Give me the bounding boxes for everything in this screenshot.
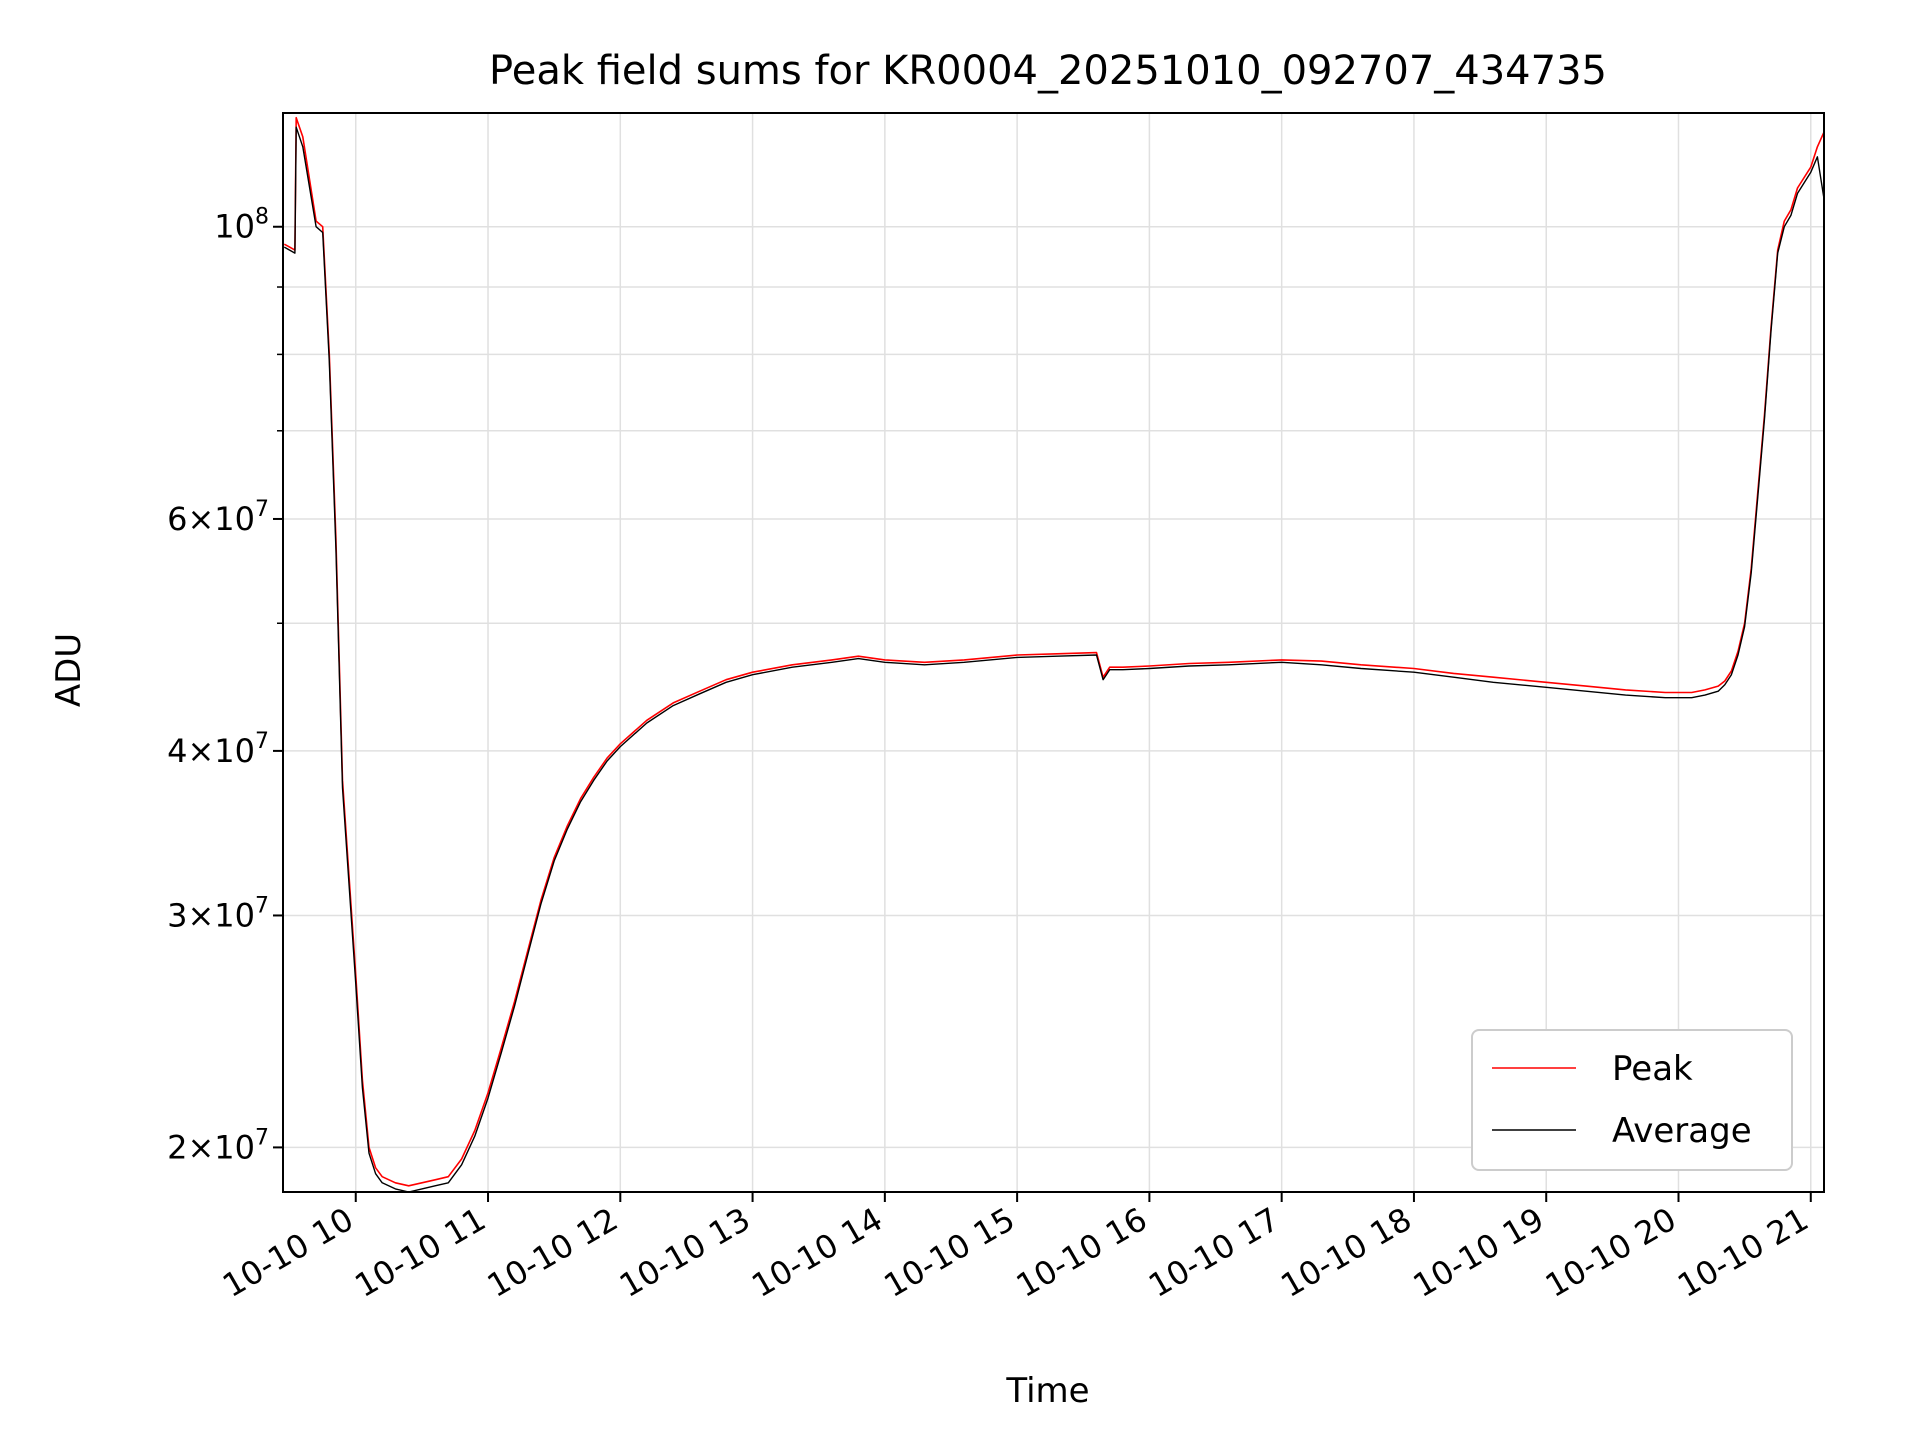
series-line-average	[283, 126, 1825, 1193]
y-tick-label: 108	[214, 205, 269, 246]
legend-box	[1471, 1029, 1793, 1171]
legend: Peak Average	[1471, 1029, 1793, 1171]
legend-average-label: Average	[1612, 1111, 1752, 1151]
legend-peak-label: Peak	[1612, 1049, 1693, 1089]
y-tick-exponent: 7	[255, 729, 269, 754]
y-tick-label: 2×107	[167, 1125, 269, 1166]
y-tick-label: 3×107	[167, 893, 269, 934]
series-line-peak	[283, 116, 1825, 1187]
y-tick-exponent: 7	[255, 1125, 269, 1150]
plot-frame	[282, 112, 1825, 1193]
y-tick-base: 6×10	[167, 500, 255, 538]
y-tick-base: 2×10	[167, 1128, 255, 1166]
x-axis-label: Time	[1005, 1371, 1089, 1411]
series-layer	[283, 116, 1825, 1193]
y-tick-label: 4×107	[167, 729, 269, 770]
y-tick-exponent: 8	[255, 205, 269, 230]
y-axis-label: ADU	[49, 633, 89, 707]
y-tick-exponent: 7	[255, 893, 269, 918]
grid-lines	[283, 113, 1824, 1192]
y-tick-base: 10	[214, 208, 255, 246]
y-tick-base: 4×10	[167, 732, 255, 770]
y-tick-exponent: 7	[255, 497, 269, 522]
y-tick-base: 3×10	[167, 896, 255, 934]
chart-title: Peak field sums for KR0004_20251010_0927…	[489, 48, 1607, 94]
y-tick-label: 6×107	[167, 497, 269, 538]
